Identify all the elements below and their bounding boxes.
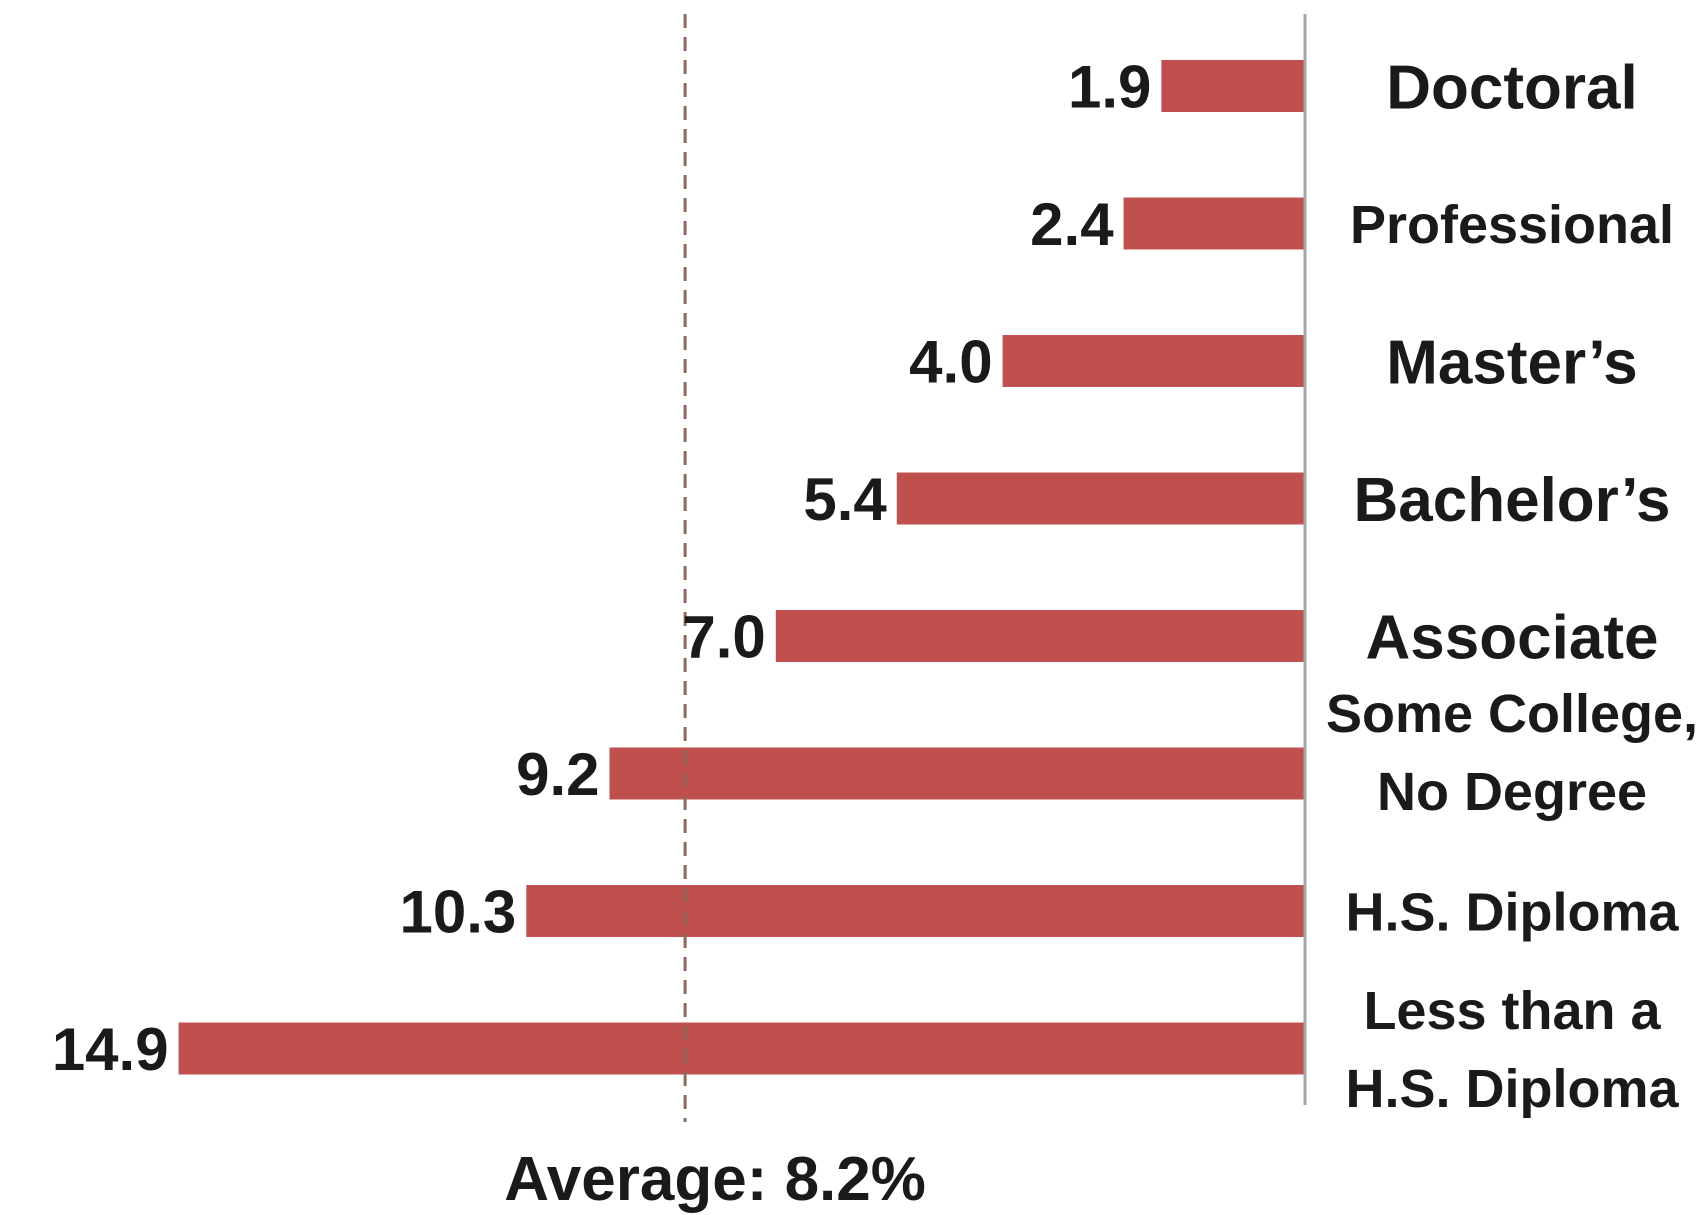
bar-2 xyxy=(1123,197,1305,250)
category-label-line: Less than a xyxy=(1363,981,1661,1041)
category-label-line: H.S. Diploma xyxy=(1345,882,1679,942)
category-label-line: Master’s xyxy=(1386,328,1638,397)
value-label-3: 4.0 xyxy=(909,329,992,396)
category-label-8: Less than a H.S. Diploma xyxy=(1345,981,1679,1119)
category-label-line: Doctoral xyxy=(1386,53,1637,122)
average-label: Average: 8.2% xyxy=(504,1145,926,1214)
category-label-5: Associate xyxy=(1366,603,1659,672)
category-label-1: Doctoral xyxy=(1386,53,1637,122)
bar-1 xyxy=(1161,60,1305,112)
bar-8 xyxy=(178,1022,1306,1075)
value-label-5: 7.0 xyxy=(682,604,765,671)
bar-5 xyxy=(775,610,1305,662)
value-label-8: 14.9 xyxy=(52,1016,169,1083)
category-label-line: Some College, xyxy=(1326,684,1698,744)
category-label-6: Some College, No Degree xyxy=(1326,684,1698,822)
category-label-line: Professional xyxy=(1350,195,1674,255)
category-label-line: H.S. Diploma xyxy=(1345,1059,1679,1119)
category-label-4: Bachelor’s xyxy=(1353,466,1670,535)
bar-3 xyxy=(1002,335,1305,387)
bars-layer xyxy=(178,60,1306,1075)
bar-4 xyxy=(896,472,1305,525)
value-label-2: 2.4 xyxy=(1030,191,1114,258)
category-label-3: Master’s xyxy=(1386,328,1638,397)
value-label-6: 9.2 xyxy=(516,741,599,808)
category-label-2: Professional xyxy=(1350,195,1674,255)
category-label-line: No Degree xyxy=(1377,762,1647,822)
category-label-line: Associate xyxy=(1366,603,1659,672)
category-label-7: H.S. Diploma xyxy=(1345,882,1679,942)
bar-6 xyxy=(609,747,1305,800)
category-label-line: Bachelor’s xyxy=(1353,466,1670,535)
value-label-4: 5.4 xyxy=(803,466,887,533)
bar-7 xyxy=(526,885,1305,937)
value-label-1: 1.9 xyxy=(1068,54,1151,121)
value-label-7: 10.3 xyxy=(400,879,517,946)
labels-layer: 1.9 Doctoral 2.4 Professional 4.0 Master’s 5.4… xyxy=(52,53,1698,1214)
